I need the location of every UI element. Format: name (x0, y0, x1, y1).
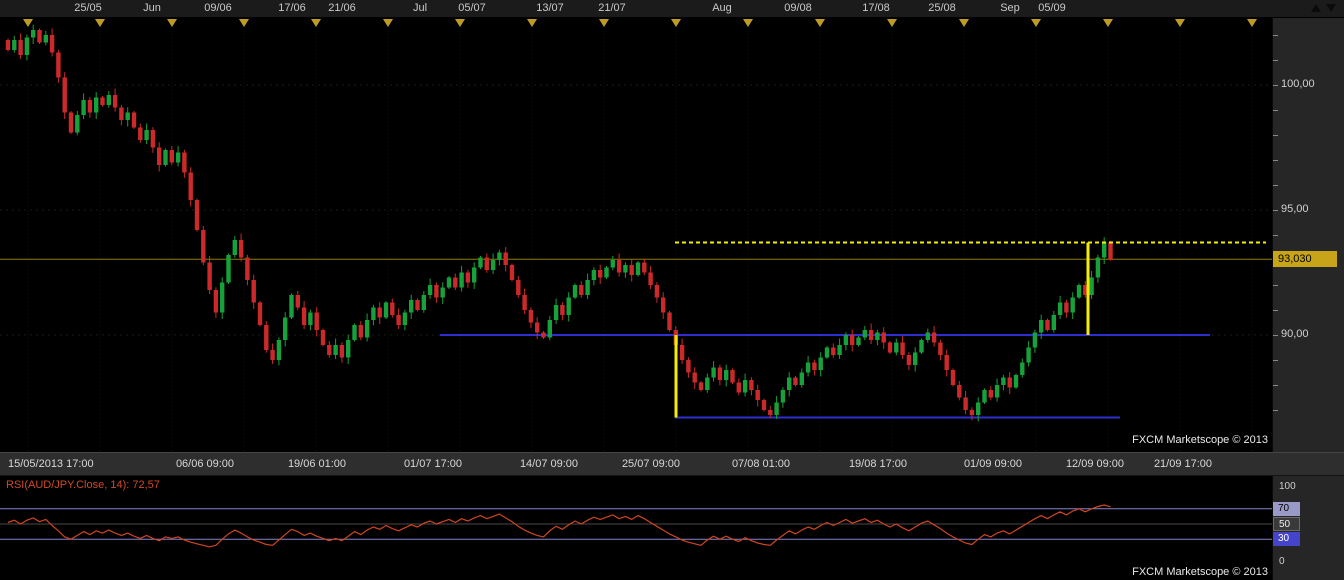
price-axis-label: 95,00 (1281, 203, 1309, 215)
price-axis-tick (1273, 360, 1278, 361)
rsi-level-label: 50 (1273, 517, 1300, 531)
price-axis-tick (1273, 385, 1278, 386)
price-axis-label: 100,00 (1281, 78, 1315, 90)
time-axis-label: 19/08 17:00 (848, 458, 908, 470)
price-axis-tick (1273, 210, 1278, 211)
rsi-line (7, 504, 1111, 548)
week-marker-icon (815, 19, 825, 27)
week-marker-icon (671, 19, 681, 27)
annotation-lines-group[interactable] (0, 258, 1272, 419)
week-marker-icon (887, 19, 897, 27)
price-axis-tick (1273, 110, 1278, 111)
week-marker-icon (239, 19, 249, 27)
price-axis[interactable]: 93,030 100,00 95,00 90,00 (1272, 18, 1344, 452)
top-axis-date-label: Aug (712, 2, 732, 14)
week-marker-icon (383, 19, 393, 27)
week-marker-icon (1175, 19, 1185, 27)
time-axis-label: 14/07 09:00 (519, 458, 579, 470)
top-axis-date-label: 25/08 (928, 2, 956, 14)
candles-group (5, 24, 1113, 422)
top-axis-date-label: 05/07 (458, 2, 486, 14)
top-axis-date-label: Jul (412, 2, 428, 14)
price-axis-label: 90,00 (1281, 328, 1309, 340)
rsi-chart-row: RSI(AUD/JPY.Close, 14): 72,57 FXCM Marke… (0, 476, 1344, 580)
price-axis-tick (1273, 60, 1278, 61)
rsi-panel[interactable]: RSI(AUD/JPY.Close, 14): 72,57 FXCM Marke… (0, 476, 1272, 580)
top-axis-date-label: 21/07 (598, 2, 626, 14)
price-axis-tick (1273, 160, 1278, 161)
week-marker-icon (959, 19, 969, 27)
price-chart[interactable]: FXCM Marketscope © 2013 (0, 18, 1272, 452)
price-chart-svg[interactable] (0, 18, 1272, 452)
week-marker-icon (1103, 19, 1113, 27)
price-axis-tick (1273, 285, 1278, 286)
rsi-axis: 100 0 70 50 30 (1272, 476, 1344, 580)
top-axis-date-label: 13/07 (536, 2, 564, 14)
scroll-up-icon[interactable] (1311, 4, 1321, 12)
week-marker-icon (1247, 19, 1257, 27)
top-axis-date-label: 17/08 (862, 2, 890, 14)
top-axis-date-label: 09/08 (784, 2, 812, 14)
rsi-chart-svg[interactable] (0, 476, 1272, 580)
week-marker-icon (311, 19, 321, 27)
rsi-levels-group (0, 508, 1272, 540)
price-chart-row: FXCM Marketscope © 2013 93,030 100,00 95,… (0, 18, 1344, 452)
time-axis-label: 01/07 17:00 (403, 458, 463, 470)
week-marker-icon (527, 19, 537, 27)
time-axis-label: 06/06 09:00 (175, 458, 235, 470)
measure-lines-group[interactable] (674, 241, 1266, 418)
week-marker-icon (95, 19, 105, 27)
time-axis[interactable]: 15/05/2013 17:00 06/06 09:00 19/06 01:00 01… (0, 452, 1344, 476)
price-axis-tick (1273, 335, 1278, 336)
time-axis-label: 07/08 01:00 (731, 458, 791, 470)
time-axis-label: 19/06 01:00 (287, 458, 347, 470)
price-axis-tick (1273, 185, 1278, 186)
top-axis-date-label: 09/06 (204, 2, 232, 14)
top-date-axis[interactable]: 25/05 Jun 09/06 17/06 21/06 Jul 05/07 13/07 21/0… (0, 0, 1344, 18)
current-price-label: 93,030 (1273, 251, 1337, 268)
time-axis-label: 15/05/2013 17:00 (8, 458, 94, 470)
top-axis-date-label: 05/09 (1038, 2, 1066, 14)
watermark-rsi: FXCM Marketscope © 2013 (1132, 566, 1268, 578)
top-axis-date-label: 25/05 (74, 2, 102, 14)
top-axis-date-label: 21/06 (328, 2, 356, 14)
time-axis-label: 01/09 09:00 (963, 458, 1023, 470)
time-axis-label: 21/09 17:00 (1153, 458, 1213, 470)
week-marker-icon (599, 19, 609, 27)
time-axis-label: 12/09 09:00 (1065, 458, 1125, 470)
week-marker-icon (23, 19, 33, 27)
price-axis-tick (1273, 135, 1278, 136)
watermark-main: FXCM Marketscope © 2013 (1132, 434, 1268, 446)
price-axis-tick (1273, 410, 1278, 411)
scroll-down-icon[interactable] (1326, 4, 1336, 12)
top-axis-date-label: 17/06 (278, 2, 306, 14)
rsi-axis-label: 0 (1279, 556, 1285, 567)
rsi-level-label: 30 (1273, 532, 1300, 547)
rsi-axis-label: 100 (1279, 481, 1296, 492)
price-axis-tick (1273, 310, 1278, 311)
gridlines-group (0, 18, 1272, 452)
time-axis-label: 25/07 09:00 (621, 458, 681, 470)
price-axis-tick (1273, 85, 1278, 86)
week-marker-icon (1031, 19, 1041, 27)
price-axis-tick (1273, 35, 1278, 36)
rsi-level-label: 70 (1273, 501, 1300, 516)
axis-scrollers (1311, 4, 1336, 12)
price-axis-tick (1273, 235, 1278, 236)
week-marker-icon (743, 19, 753, 27)
week-marker-icon (455, 19, 465, 27)
top-axis-date-label: Sep (1000, 2, 1020, 14)
top-axis-date-label: Jun (143, 2, 161, 14)
week-marker-icon (167, 19, 177, 27)
rsi-indicator-label: RSI(AUD/JPY.Close, 14): 72,57 (6, 479, 160, 491)
